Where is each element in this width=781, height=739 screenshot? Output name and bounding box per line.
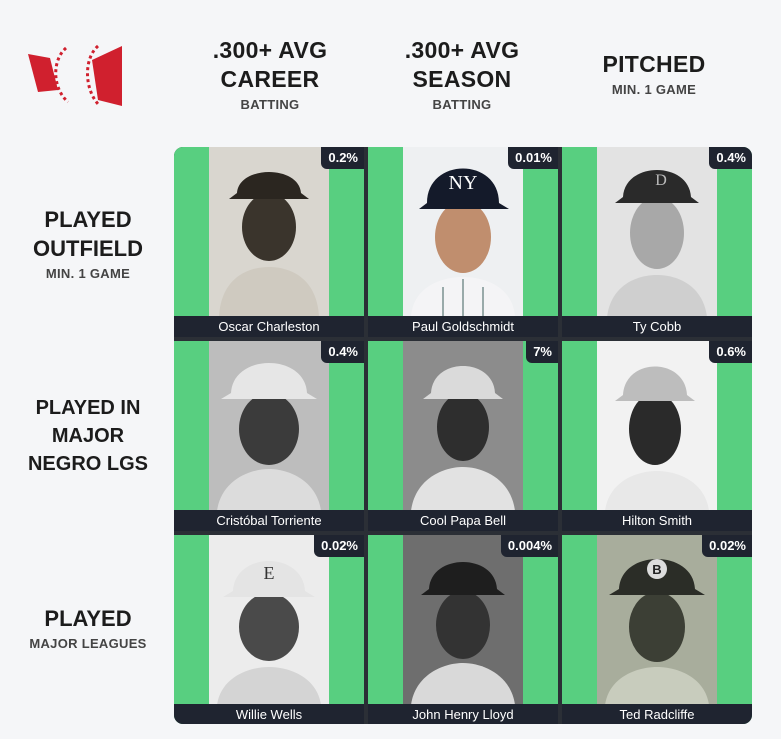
rarity-percent: 0.02% (702, 535, 752, 557)
column-header-line: PITCHED (602, 51, 706, 77)
player-name: Hilton Smith (562, 510, 752, 531)
row-header-line: PLAYED (44, 207, 132, 232)
player-portrait-icon (209, 147, 329, 317)
baseball-logo-icon (28, 44, 122, 106)
player-photo (403, 535, 523, 705)
row-header-negro-leagues: PLAYED IN MAJOR NEGRO LGS (0, 394, 176, 478)
player-name: John Henry Lloyd (368, 704, 558, 724)
grid-cell[interactable]: 0.4% Cristóbal Torriente (174, 341, 364, 531)
rarity-percent: 0.4% (709, 147, 752, 169)
rarity-percent: 7% (526, 341, 558, 363)
grid-cell[interactable]: E 0.02% Willie Wells (174, 535, 364, 724)
rarity-percent: 0.2% (321, 147, 364, 169)
row-header-subtitle: MIN. 1 GAME (45, 266, 131, 281)
row-header-line: MAJOR (51, 425, 125, 447)
column-header-title: .300+ AVG SEASON (367, 36, 557, 94)
column-header-title: PITCHED (559, 50, 749, 79)
app-logo[interactable] (28, 40, 122, 108)
player-name: Oscar Charleston (174, 316, 364, 337)
svg-text:NY: NY (449, 172, 478, 194)
player-photo: E (209, 535, 329, 705)
row-header-major-leagues: PLAYED MAJOR LEAGUES (0, 604, 176, 651)
player-portrait-icon: D (597, 147, 717, 317)
svg-text:E: E (264, 563, 275, 583)
player-photo: D (597, 147, 717, 317)
player-name: Cristóbal Torriente (174, 510, 364, 531)
rarity-percent: 0.6% (709, 341, 752, 363)
column-header-subtitle: BATTING (240, 97, 300, 112)
row-header-outfield: PLAYED OUTFIELD MIN. 1 GAME (0, 205, 176, 281)
player-portrait-icon: B (597, 535, 717, 705)
row-header-line: OUTFIELD (33, 236, 143, 261)
column-header-career-avg: .300+ AVG CAREER BATTING (175, 36, 365, 112)
player-photo (209, 341, 329, 511)
rarity-percent: 0.004% (500, 535, 558, 557)
grid-cell[interactable]: B 0.02% Ted Radcliffe (562, 535, 752, 724)
grid-cell[interactable]: 0.2% Oscar Charleston (174, 147, 364, 337)
row-header-line: PLAYED (44, 606, 132, 631)
row-header-line: PLAYED IN (35, 397, 141, 419)
player-name: Ted Radcliffe (562, 704, 752, 724)
row-header-title: PLAYED (0, 604, 176, 633)
grid-cell[interactable]: D 0.4% Ty Cobb (562, 147, 752, 337)
rarity-percent: 0.4% (321, 341, 364, 363)
player-photo (403, 341, 523, 511)
player-portrait-icon (403, 341, 523, 511)
row-header-title: PLAYED IN MAJOR NEGRO LGS (0, 394, 176, 478)
player-name: Paul Goldschmidt (368, 316, 558, 337)
column-header-line: SEASON (412, 66, 512, 92)
column-header-pitched: PITCHED MIN. 1 GAME (559, 50, 749, 97)
svg-text:B: B (652, 562, 661, 577)
player-portrait-icon: E (209, 535, 329, 705)
column-header-line: .300+ AVG (212, 37, 328, 63)
player-portrait-icon (597, 341, 717, 511)
column-header-title: .300+ AVG CAREER (175, 36, 365, 94)
player-name: Willie Wells (174, 704, 364, 724)
grid-cell[interactable]: 0.6% Hilton Smith (562, 341, 752, 531)
grid-cell[interactable]: NY 0.01% Paul Goldschmidt (368, 147, 558, 337)
svg-text:D: D (655, 172, 667, 189)
rarity-percent: 0.01% (508, 147, 558, 169)
player-photo (597, 341, 717, 511)
player-photo (209, 147, 329, 317)
row-header-title: PLAYED OUTFIELD (0, 205, 176, 263)
column-header-line: .300+ AVG (404, 37, 520, 63)
answer-grid: 0.2% Oscar Charleston NY 0.01% Paul Gold… (174, 147, 752, 724)
grid-cell[interactable]: 0.004% John Henry Lloyd (368, 535, 558, 724)
player-name: Cool Papa Bell (368, 510, 558, 531)
row-header-line: NEGRO LGS (27, 453, 148, 475)
rarity-percent: 0.02% (314, 535, 364, 557)
row-header-subtitle: MAJOR LEAGUES (29, 636, 147, 651)
player-name: Ty Cobb (562, 316, 752, 337)
column-header-subtitle: BATTING (432, 97, 492, 112)
player-portrait-icon (403, 535, 523, 705)
player-portrait-icon: NY (403, 147, 523, 317)
player-photo: B (597, 535, 717, 705)
column-header-line: CAREER (220, 66, 320, 92)
column-header-subtitle: MIN. 1 GAME (611, 82, 697, 97)
column-header-season-avg: .300+ AVG SEASON BATTING (367, 36, 557, 112)
player-portrait-icon (209, 341, 329, 511)
player-photo: NY (403, 147, 523, 317)
grid-cell[interactable]: 7% Cool Papa Bell (368, 341, 558, 531)
